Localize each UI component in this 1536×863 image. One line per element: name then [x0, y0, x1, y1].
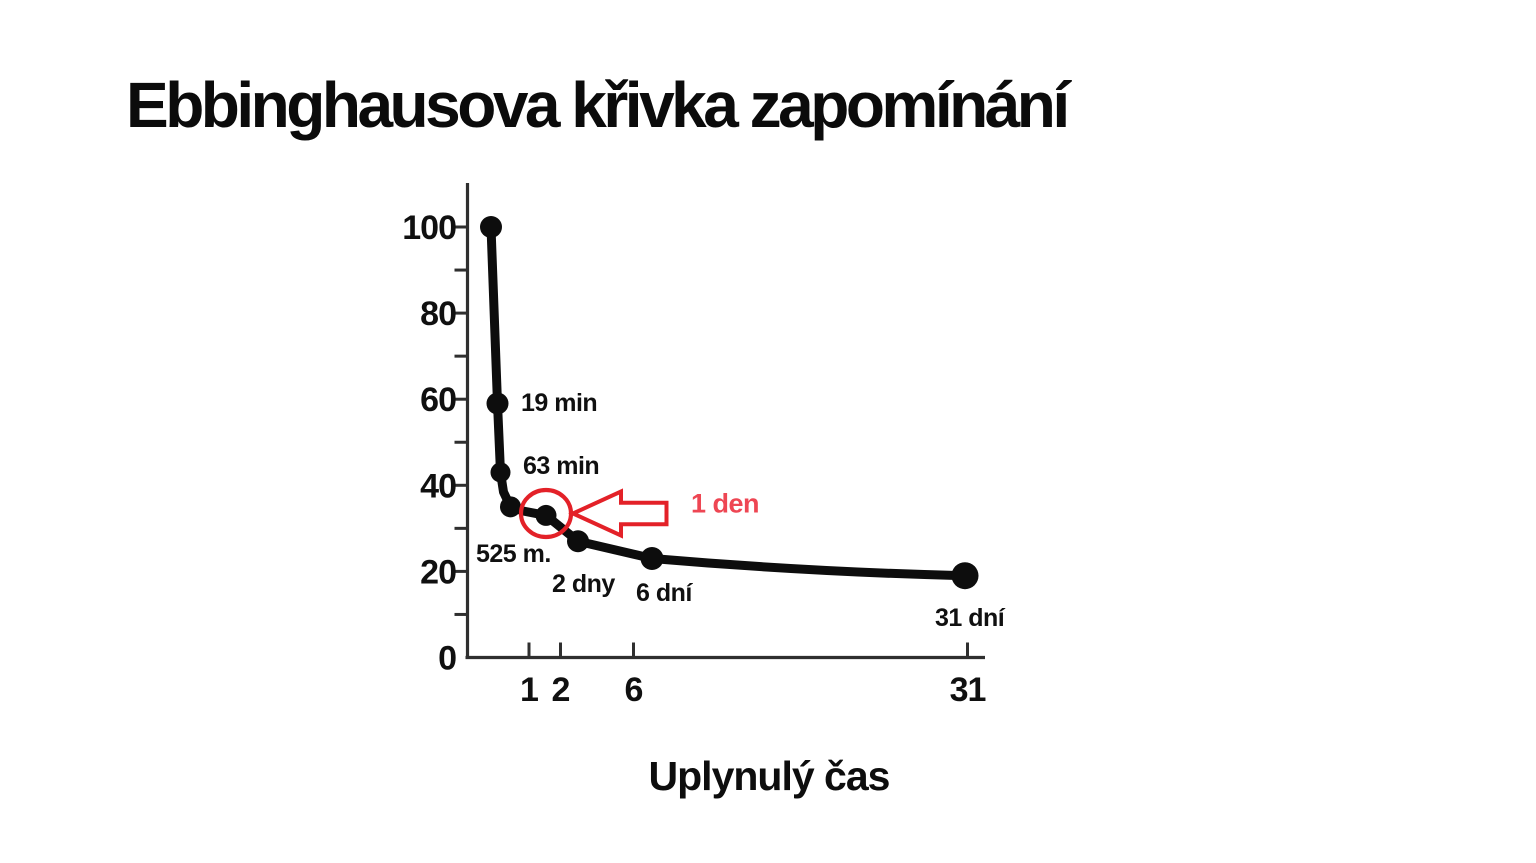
x-tick-label-1: 1 [520, 671, 538, 709]
data-point-63-min [490, 462, 511, 483]
point-label-31-dni: 31 dní [935, 604, 1006, 632]
highlight-arrow-left-icon [568, 488, 669, 539]
x-axis-title: Uplynulý čas [648, 753, 891, 799]
x-tick-label-2: 2 [552, 671, 570, 709]
highlight-label-1-den: 1 den [691, 489, 759, 519]
data-point-1-den [535, 504, 557, 526]
point-label-63-min: 63 min [523, 452, 599, 480]
data-point-31-dni [951, 562, 979, 590]
point-label-19-min: 19 min [521, 389, 597, 417]
y-tick-label-80: 80 [420, 295, 456, 333]
data-point-start [480, 216, 502, 238]
point-label-2-dny: 2 dny [552, 570, 615, 598]
point-label-525-m: 525 m. [476, 540, 551, 568]
x-tick-label-31: 31 [950, 671, 986, 709]
point-label-6-dni: 6 dní [636, 579, 693, 607]
y-tick-label-40: 40 [420, 467, 456, 505]
data-point-2-dny [567, 530, 589, 553]
y-tick-label-0: 0 [438, 640, 456, 678]
y-tick-label-20: 20 [420, 553, 456, 591]
data-point-19-min [486, 392, 509, 415]
page-title: Ebbinghausova křivka zapomínání [126, 69, 1070, 141]
x-tick-label-6: 6 [625, 671, 643, 709]
y-tick-label-60: 60 [420, 381, 456, 419]
y-tick-label-100: 100 [402, 209, 456, 247]
data-point-525-m [500, 496, 521, 518]
data-point-6-dni [640, 546, 664, 570]
